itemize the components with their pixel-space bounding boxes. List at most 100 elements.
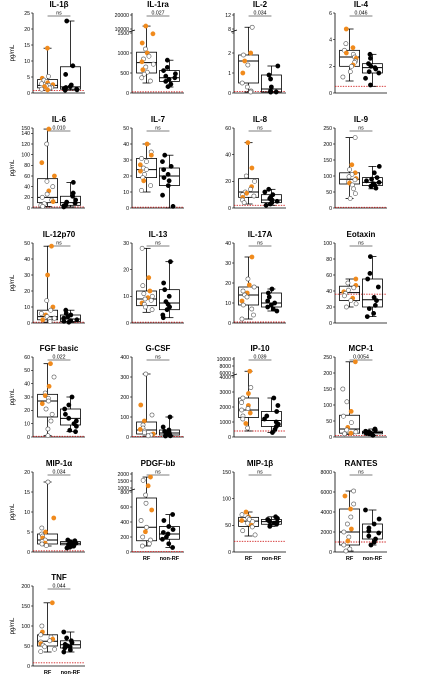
box-non-rf <box>60 408 81 426</box>
y-tick-label: 250 <box>323 355 332 361</box>
data-point <box>262 189 268 195</box>
panel-title: IL-13 <box>149 230 168 239</box>
box-non-rf <box>362 63 383 74</box>
y-tick-label: 0 <box>126 435 129 441</box>
data-point <box>369 176 375 182</box>
data-point <box>168 163 174 169</box>
data-point <box>348 430 354 436</box>
data-point <box>162 287 168 293</box>
data-point <box>376 179 382 185</box>
data-point <box>166 524 172 529</box>
data-point <box>268 84 274 90</box>
data-point <box>47 638 53 644</box>
data-point <box>249 524 255 530</box>
y-tick-label: 10 <box>123 294 129 300</box>
y-tick-label: 8 <box>228 27 231 33</box>
data-point <box>373 66 379 72</box>
data-point <box>48 418 54 424</box>
y-tick-label: 2 <box>329 64 332 70</box>
y-tick-label: 10 <box>225 301 231 307</box>
data-point <box>375 284 381 290</box>
data-point <box>374 298 379 303</box>
y-tick-label: 0 <box>27 550 30 556</box>
data-point <box>39 86 45 92</box>
y-tick-label: 30 <box>24 273 30 279</box>
data-point <box>347 167 352 172</box>
data-point <box>160 424 166 430</box>
data-point <box>39 160 45 166</box>
panel-g-csf: G-CSF 0 100 200 300 400 ns <box>120 344 184 441</box>
data-point <box>243 173 249 179</box>
data-point <box>138 168 143 174</box>
data-point <box>374 175 380 180</box>
y-tick-label: 2000 <box>219 405 231 411</box>
data-point <box>38 632 44 638</box>
data-point <box>50 304 56 310</box>
p-value-label: ns <box>155 470 161 476</box>
data-point <box>341 529 347 535</box>
y-tick-label: 4000 <box>219 375 231 381</box>
data-point <box>351 501 357 507</box>
data-point <box>240 528 246 534</box>
y-tick-label: 0 <box>126 206 129 212</box>
y-tick-label: 30 <box>225 261 231 267</box>
data-point <box>244 190 249 196</box>
data-point <box>67 427 73 433</box>
y-tick-label: 6 <box>329 11 332 17</box>
data-point <box>72 200 78 206</box>
data-point <box>67 84 73 89</box>
data-point <box>44 298 50 303</box>
y-tick-label: 2000 <box>117 472 129 478</box>
data-point <box>345 538 351 544</box>
y-tick-label: 40 <box>123 142 129 148</box>
y-tick-label: 0 <box>329 321 332 327</box>
p-value-label: 0.039 <box>254 355 267 361</box>
data-point <box>143 371 149 377</box>
y-tick-label: 150 <box>21 604 30 610</box>
box-rf <box>136 157 157 178</box>
y-tick-label: 500 <box>120 71 129 77</box>
data-point <box>249 24 255 30</box>
data-point <box>141 418 147 424</box>
y-tick-label: 0 <box>228 550 231 556</box>
data-point <box>252 178 257 184</box>
y-tick-label: 60 <box>24 174 30 180</box>
data-point <box>139 543 145 549</box>
panel-il-7: IL-7 0 10 20 30 40 50 ns <box>123 115 184 212</box>
data-point <box>342 431 347 437</box>
data-point <box>352 177 358 183</box>
data-point <box>347 195 353 201</box>
data-point <box>61 318 67 324</box>
data-point <box>164 65 170 70</box>
panel-eotaxin: Eotaxin 0 20 40 60 80 100 ns <box>323 230 387 327</box>
box-rf <box>37 393 58 418</box>
data-point <box>146 53 152 59</box>
y-tick-label: 60 <box>24 355 30 361</box>
data-point <box>376 163 382 169</box>
y-tick-label: 3000 <box>219 390 231 396</box>
data-point <box>164 57 170 63</box>
data-point <box>269 286 275 292</box>
y-tick-label: 10 <box>24 421 30 427</box>
data-point <box>40 203 46 209</box>
y-tick-label: 200 <box>120 395 129 401</box>
data-point <box>372 427 378 433</box>
panel-title: RANTES <box>345 459 379 468</box>
y-tick-label: 0 <box>126 550 129 556</box>
y-axis-label: pg/mL <box>10 274 16 291</box>
data-point <box>73 423 79 429</box>
p-value-label: ns <box>155 126 161 132</box>
data-point <box>62 406 68 412</box>
y-tick-label: 40 <box>326 289 332 295</box>
data-point <box>142 304 148 310</box>
panel-il-13: IL-13 0 10 20 30 ns <box>123 230 184 327</box>
y-tick-label: 50 <box>24 368 30 374</box>
data-point <box>144 524 149 530</box>
p-value-label: ns <box>257 126 263 132</box>
data-point <box>62 87 68 93</box>
y-tick-label: 20 <box>24 289 30 295</box>
data-point <box>347 69 353 75</box>
p-value-label: 0.027 <box>152 11 165 17</box>
data-point <box>63 411 68 417</box>
data-point <box>344 304 349 310</box>
